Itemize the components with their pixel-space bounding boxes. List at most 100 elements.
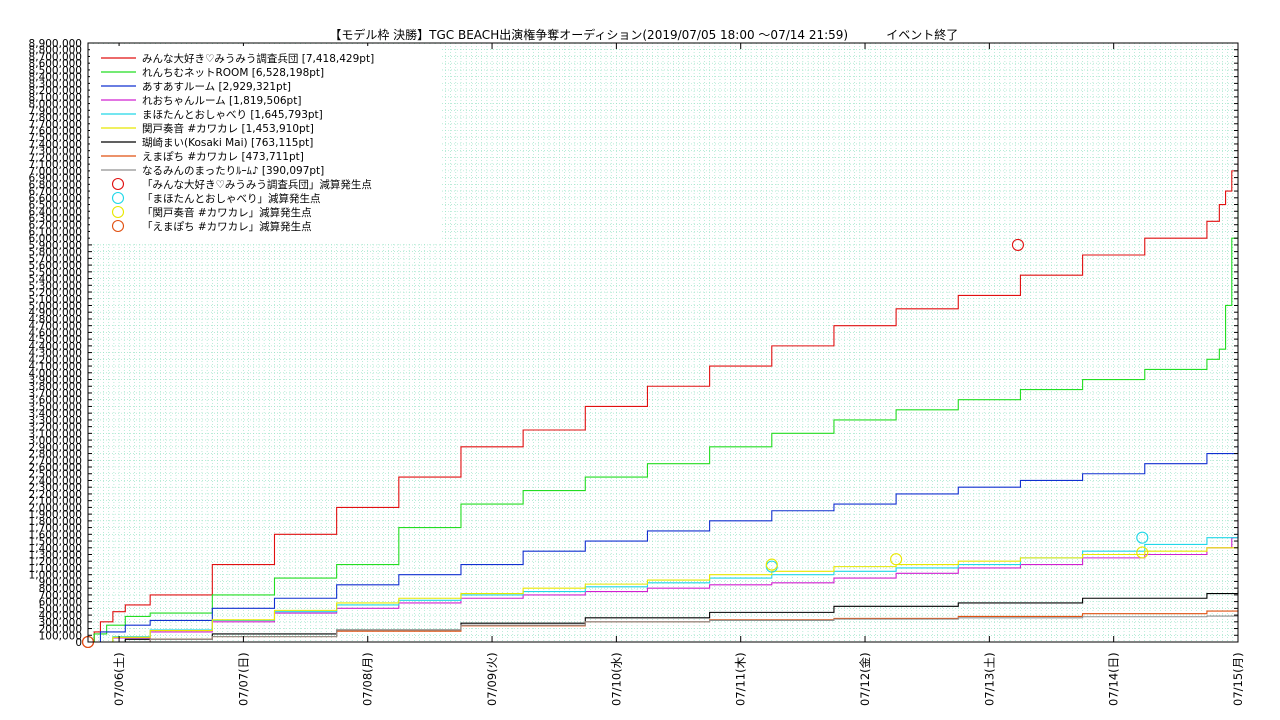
- x-tick-label: 07/15(月): [1231, 652, 1245, 706]
- series-line-8: [88, 615, 1239, 643]
- series-line-0: [88, 142, 1239, 643]
- y-tick-label: 7,100,000: [29, 159, 82, 171]
- y-tick-label: 4,900,000: [29, 307, 82, 319]
- penalty-marker-0: [1011, 238, 1024, 251]
- y-tick-label: 200,000: [39, 624, 82, 636]
- y-tick-label: 5,700,000: [29, 253, 82, 265]
- penalty-marker-1: [1136, 531, 1149, 544]
- y-tick-label: 2,100,000: [29, 496, 82, 508]
- x-tick-label: 07/14(日): [1107, 652, 1121, 706]
- y-tick-label: 4,400,000: [29, 341, 82, 353]
- plot-frame: [87, 42, 1239, 643]
- x-tick-label: 07/06(土): [112, 652, 126, 706]
- y-tick-label: 1,300,000: [29, 550, 82, 562]
- y-tick-label: 1,400,000: [29, 543, 82, 555]
- legend-entry-0: みんな大好き♡みうみう調査兵団 [7,418,429pt]: [142, 52, 374, 65]
- y-tick-label: 5,200,000: [29, 287, 82, 299]
- y-tick-label: 400,000: [39, 610, 82, 622]
- y-tick-label: 7,200,000: [29, 152, 82, 164]
- y-tick-label: 5,500,000: [29, 267, 82, 279]
- y-tick-label: 7,000,000: [29, 166, 82, 178]
- y-tick-label: 5,100,000: [29, 294, 82, 306]
- y-tick-label: 5,900,000: [29, 240, 82, 252]
- legend-marker-2: [111, 205, 125, 219]
- y-tick-label: 7,600,000: [29, 125, 82, 137]
- legend-entry-3: れおちゃんルーム [1,819,506pt]: [142, 95, 301, 107]
- axis-layer: 0100,000200,000300,000400,000500,000600,…: [29, 38, 1245, 706]
- legend-marker-3: [111, 219, 125, 233]
- y-tick-label: 8,300,000: [29, 78, 82, 90]
- y-tick-label: 7,900,000: [29, 105, 82, 117]
- y-tick-label: 300,000: [39, 617, 82, 629]
- y-tick-label: 8,500,000: [29, 65, 82, 77]
- y-tick-label: 6,700,000: [29, 186, 82, 198]
- y-tick-label: 6,600,000: [29, 193, 82, 205]
- legend: みんな大好き♡みうみう調査兵団 [7,418,429pt] れんちむネットROOM…: [90, 46, 442, 242]
- y-tick-label: 5,800,000: [29, 247, 82, 259]
- y-tick-label: 1,100,000: [29, 563, 82, 575]
- x-tick-label: 07/07(日): [236, 652, 250, 706]
- y-tick-label: 5,600,000: [29, 260, 82, 272]
- legend-marker-entry-2: 「関戸奏音 #カワカレ」減算発生点: [142, 206, 312, 219]
- y-tick-label: 2,900,000: [29, 442, 82, 454]
- event-status: イベント終了: [886, 28, 959, 42]
- y-tick-label: 900,000: [39, 576, 82, 588]
- y-tick-label: 8,900,000: [29, 38, 82, 50]
- legend-entry-1: れんちむネットROOM [6,528,198pt]: [142, 67, 324, 79]
- x-tick-label: 07/08(月): [361, 652, 375, 706]
- series-line-5: [88, 544, 1239, 643]
- y-tick-label: 2,000,000: [29, 502, 82, 514]
- y-tick-label: 1,600,000: [29, 529, 82, 541]
- legend-marker-entry-0: 「みんな大好き♡みうみう調査兵団」減算発生点: [142, 178, 372, 191]
- y-tick-label: 3,500,000: [29, 401, 82, 413]
- x-tick-label: 07/13(土): [982, 652, 996, 706]
- y-tick-label: 700,000: [39, 590, 82, 602]
- legend-entry-2: あすあすルーム [2,929,321pt]: [142, 81, 291, 93]
- legend-marker-0: [111, 177, 125, 191]
- legend-box: [90, 46, 442, 242]
- y-tick-label: 800,000: [39, 583, 82, 595]
- series-line-6: [88, 590, 1239, 643]
- y-tick-label: 8,600,000: [29, 58, 82, 70]
- y-tick-label: 4,800,000: [29, 314, 82, 326]
- y-tick-label: 4,700,000: [29, 321, 82, 333]
- x-tick-label: 07/12(金): [858, 652, 872, 706]
- y-tick-label: 0: [75, 637, 82, 649]
- legend-entry-5: 関戸奏音 #カワカレ [1,453,910pt]: [142, 122, 314, 135]
- x-tick-label: 07/09(火): [485, 652, 499, 706]
- y-tick-label: 3,700,000: [29, 388, 82, 400]
- y-tick-label: 5,000,000: [29, 300, 82, 312]
- y-tick-label: 1,800,000: [29, 516, 82, 528]
- y-tick-label: 6,300,000: [29, 213, 82, 225]
- y-tick-label: 3,400,000: [29, 408, 82, 420]
- y-tick-label: 7,400,000: [29, 139, 82, 151]
- y-tick-label: 8,400,000: [29, 72, 82, 84]
- y-tick-label: 4,500,000: [29, 334, 82, 346]
- legend-marker-entry-3: 「えまぽち #カワカレ」減算発生点: [142, 220, 312, 233]
- y-tick-label: 4,200,000: [29, 354, 82, 366]
- y-tick-label: 4,000,000: [29, 368, 82, 380]
- y-tick-label: 6,500,000: [29, 200, 82, 212]
- y-tick-label: 4,600,000: [29, 327, 82, 339]
- legend-marker-entry-1: 「まほたんとおしゃべり」減算発生点: [142, 192, 321, 205]
- y-tick-label: 7,800,000: [29, 112, 82, 124]
- x-tick-label: 07/11(木): [734, 652, 748, 706]
- penalty-marker-2: [765, 558, 778, 571]
- y-tick-label: 1,000,000: [29, 570, 82, 582]
- y-tick-label: 6,800,000: [29, 179, 82, 191]
- y-tick-label: 600,000: [39, 597, 82, 609]
- y-tick-label: 100,000: [39, 630, 82, 642]
- legend-entry-4: まほたんとおしゃべり [1,645,793pt]: [142, 109, 323, 121]
- y-tick-label: 8,200,000: [29, 85, 82, 97]
- y-tick-label: 5,400,000: [29, 274, 82, 286]
- y-tick-label: 1,500,000: [29, 536, 82, 548]
- y-tick-label: 2,500,000: [29, 469, 82, 481]
- y-tick-label: 2,400,000: [29, 475, 82, 487]
- y-tick-label: 8,100,000: [29, 92, 82, 104]
- y-tick-label: 7,500,000: [29, 132, 82, 144]
- y-tick-label: 6,000,000: [29, 233, 82, 245]
- y-tick-label: 6,900,000: [29, 173, 82, 185]
- y-tick-label: 7,300,000: [29, 146, 82, 158]
- legend-entry-7: えまぽち #カワカレ [473,711pt]: [142, 151, 304, 163]
